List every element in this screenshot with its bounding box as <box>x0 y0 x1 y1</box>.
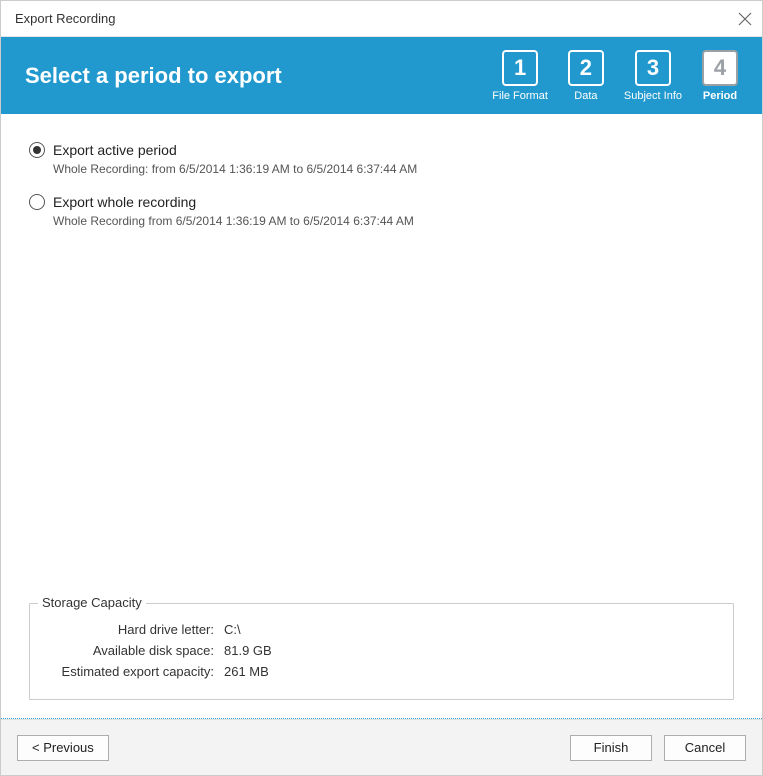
storage-legend: Storage Capacity <box>38 595 146 610</box>
active-period-detail: Whole Recording: from 6/5/2014 1:36:19 A… <box>53 162 734 176</box>
step-period[interactable]: 4 Period <box>696 50 744 102</box>
radio-export-active-period[interactable]: Export active period <box>29 142 734 158</box>
est-value: 261 MB <box>224 664 269 679</box>
footer: < Previous Finish Cancel <box>1 719 762 775</box>
radio-label: Export active period <box>53 142 177 158</box>
step-label: Data <box>574 90 597 102</box>
storage-row-available: Available disk space: 81.9 GB <box>44 643 719 658</box>
window-title: Export Recording <box>15 11 115 26</box>
step-number: 3 <box>635 50 671 86</box>
step-subject-info[interactable]: 3 Subject Info <box>624 50 682 102</box>
radio-label: Export whole recording <box>53 194 196 210</box>
step-label: Subject Info <box>624 90 682 102</box>
step-label: File Format <box>492 90 548 102</box>
step-file-format[interactable]: 1 File Format <box>492 50 548 102</box>
finish-button[interactable]: Finish <box>570 735 652 761</box>
storage-capacity-group: Storage Capacity Hard drive letter: C:\ … <box>29 603 734 700</box>
cancel-button[interactable]: Cancel <box>664 735 746 761</box>
radio-export-whole-recording[interactable]: Export whole recording <box>29 194 734 210</box>
step-label: Period <box>703 90 737 102</box>
step-data[interactable]: 2 Data <box>562 50 610 102</box>
storage-row-estimated: Estimated export capacity: 261 MB <box>44 664 719 679</box>
avail-label: Available disk space: <box>44 643 224 658</box>
step-number: 1 <box>502 50 538 86</box>
footer-right-group: Finish Cancel <box>570 735 746 761</box>
est-label: Estimated export capacity: <box>44 664 224 679</box>
wizard-banner: Select a period to export 1 File Format … <box>1 37 762 114</box>
banner-title: Select a period to export <box>25 63 282 89</box>
step-number: 2 <box>568 50 604 86</box>
step-number: 4 <box>702 50 738 86</box>
radio-icon <box>29 142 45 158</box>
wizard-steps: 1 File Format 2 Data 3 Subject Info 4 Pe… <box>492 50 744 102</box>
storage-row-drive: Hard drive letter: C:\ <box>44 622 719 637</box>
avail-value: 81.9 GB <box>224 643 272 658</box>
titlebar: Export Recording <box>1 1 762 37</box>
previous-button[interactable]: < Previous <box>17 735 109 761</box>
export-recording-dialog: Export Recording Select a period to expo… <box>0 0 763 776</box>
whole-recording-detail: Whole Recording from 6/5/2014 1:36:19 AM… <box>53 214 734 228</box>
content-area: Export active period Whole Recording: fr… <box>1 114 762 718</box>
drive-value: C:\ <box>224 622 241 637</box>
close-icon[interactable] <box>738 12 752 26</box>
drive-label: Hard drive letter: <box>44 622 224 637</box>
radio-icon <box>29 194 45 210</box>
